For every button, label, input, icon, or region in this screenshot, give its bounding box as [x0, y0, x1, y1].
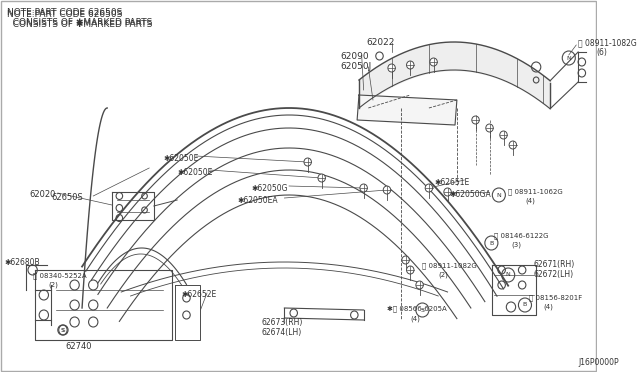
- Circle shape: [509, 141, 516, 149]
- Text: 62673(RH): 62673(RH): [261, 318, 303, 327]
- Text: B: B: [489, 241, 493, 246]
- Text: (4): (4): [525, 197, 535, 203]
- Text: ✱62050EA: ✱62050EA: [238, 196, 278, 205]
- Circle shape: [406, 61, 414, 69]
- Text: Ⓢ 08340-5252A: Ⓢ 08340-5252A: [33, 272, 86, 279]
- Circle shape: [486, 124, 493, 132]
- Circle shape: [402, 256, 410, 264]
- Text: Ⓑ 08156-8201F: Ⓑ 08156-8201F: [529, 294, 582, 301]
- Text: Ⓝ 08911-1082G: Ⓝ 08911-1082G: [578, 38, 637, 47]
- Text: 62740: 62740: [65, 342, 92, 351]
- Circle shape: [425, 184, 433, 192]
- Text: Ⓝ 08911-1062G: Ⓝ 08911-1062G: [508, 188, 563, 195]
- Text: J16P0000P: J16P0000P: [578, 358, 619, 367]
- Text: (2): (2): [438, 271, 448, 278]
- Text: N: N: [566, 55, 571, 61]
- Circle shape: [444, 188, 451, 196]
- Text: 62022: 62022: [367, 38, 395, 47]
- FancyBboxPatch shape: [1, 1, 596, 371]
- Text: (4): (4): [410, 315, 420, 321]
- Circle shape: [304, 158, 312, 166]
- Text: Ⓝ 08911-1082G: Ⓝ 08911-1082G: [422, 262, 477, 269]
- Text: CONSISTS OF ✱MARKED PARTS: CONSISTS OF ✱MARKED PARTS: [8, 20, 153, 29]
- Text: ✱62050G: ✱62050G: [252, 184, 288, 193]
- Text: Ⓑ 08146-6122G: Ⓑ 08146-6122G: [494, 232, 548, 238]
- Text: (4): (4): [543, 303, 554, 310]
- Text: (3): (3): [511, 241, 521, 247]
- Text: 62650S: 62650S: [51, 193, 83, 202]
- Text: N: N: [506, 273, 511, 278]
- Text: ✱62680B: ✱62680B: [4, 258, 40, 267]
- Text: NOTE:PART CODE 62650S: NOTE:PART CODE 62650S: [8, 10, 123, 19]
- Polygon shape: [357, 95, 457, 125]
- Circle shape: [383, 186, 390, 194]
- Text: ✱62050E: ✱62050E: [163, 154, 198, 163]
- Circle shape: [318, 174, 325, 182]
- Circle shape: [430, 58, 437, 66]
- Text: S: S: [420, 308, 424, 312]
- Text: ✱62652E: ✱62652E: [182, 290, 217, 299]
- Text: CONSISTS OF ✱MARKED PARTS: CONSISTS OF ✱MARKED PARTS: [8, 18, 153, 27]
- Text: 62050J: 62050J: [340, 62, 372, 71]
- Text: 62020: 62020: [29, 190, 56, 199]
- Text: 62672(LH): 62672(LH): [533, 270, 573, 279]
- Circle shape: [500, 131, 508, 139]
- Text: (2): (2): [49, 282, 58, 289]
- Text: NOTE:PART CODE 62650S: NOTE:PART CODE 62650S: [8, 8, 123, 17]
- Text: 62674(LH): 62674(LH): [261, 328, 301, 337]
- Circle shape: [360, 184, 367, 192]
- Circle shape: [472, 116, 479, 124]
- Circle shape: [416, 281, 423, 289]
- Text: B: B: [523, 302, 527, 308]
- Text: S: S: [61, 327, 65, 333]
- Text: 62671(RH): 62671(RH): [533, 260, 575, 269]
- Text: ✱62050E: ✱62050E: [177, 168, 212, 177]
- Text: ✱62050GA: ✱62050GA: [449, 190, 491, 199]
- Text: ✱Ⓢ 08566-6205A: ✱Ⓢ 08566-6205A: [387, 305, 447, 312]
- Text: S: S: [61, 327, 64, 333]
- Text: N: N: [497, 192, 501, 198]
- Text: (6): (6): [596, 48, 607, 57]
- Text: ✱62651E: ✱62651E: [435, 178, 470, 187]
- Circle shape: [388, 64, 396, 72]
- Circle shape: [406, 266, 414, 274]
- Text: 62090: 62090: [340, 52, 369, 61]
